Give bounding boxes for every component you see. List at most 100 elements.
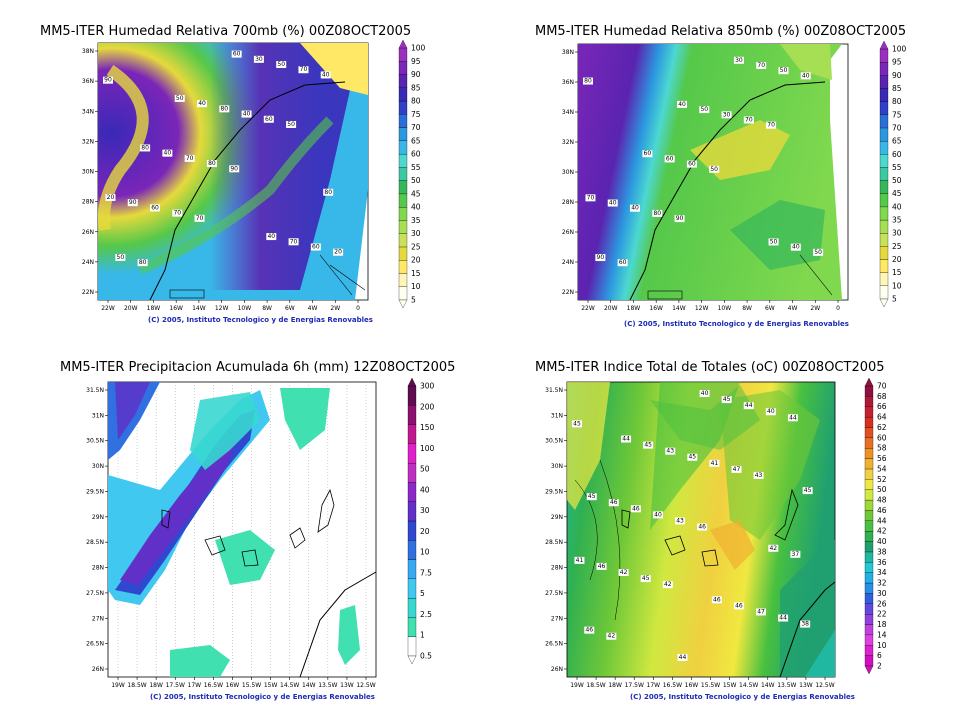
contour-label-bg [115, 253, 126, 261]
colorbar-label: 30 [420, 506, 430, 515]
y-tick-label: 27.5N [86, 590, 104, 597]
x-tick-label: 16.5W [663, 682, 682, 689]
y-tick-label: 28N [551, 565, 563, 572]
colorbar-label: 46 [877, 506, 887, 515]
colorbar-swatch [398, 246, 408, 261]
x-tick-label: 8W [742, 305, 752, 312]
contour-label: 60 [265, 116, 273, 123]
contour-label-bg [662, 581, 673, 589]
x-tick-label: 19W [570, 682, 584, 689]
colorbar-swatch [879, 233, 889, 247]
chart-title: MM5-ITER Indice Total de Totales (oC) 00… [535, 360, 885, 375]
contour-label-bg [194, 214, 205, 222]
x-tick-label: 18.5W [127, 682, 146, 689]
contour-label-bg [140, 144, 151, 152]
contour-label: 41 [711, 460, 719, 467]
colorbar-bottom-arrow [879, 298, 889, 308]
contour-label-bg [765, 408, 776, 416]
colorbar-swatch [398, 127, 408, 141]
colorbar-label: 55 [892, 163, 902, 172]
colorbar-label: 55 [411, 163, 421, 172]
colorbar: 2610141822263032343638404244464850525456… [864, 377, 887, 675]
contour-label-bg [721, 396, 732, 404]
contour-label: 70 [757, 62, 765, 69]
contour-label-bg [675, 517, 686, 525]
contour-label: 40 [267, 233, 275, 240]
colorbar-label: 50 [877, 485, 887, 494]
y-tick-label: 22N [562, 289, 574, 296]
y-tick-label: 26N [562, 229, 574, 236]
colorbar-top-arrow [864, 377, 874, 387]
plot-area: 80 90 70 60 50 40 80 70 90 60 50 40 30 50 60 70 40 50 40 60… [577, 43, 849, 301]
colorbar-label: 18 [877, 620, 887, 629]
credit-text: (C) 2005, Instituto Tecnologico y de Ene… [624, 320, 849, 328]
contour-label-bg [310, 243, 321, 251]
colorbar-label: 100 [420, 444, 435, 453]
colorbar-label: 30 [877, 589, 887, 598]
contour-label-bg [105, 193, 116, 201]
x-tick-label: 6W [765, 305, 775, 312]
colorbar-label: 75 [411, 110, 421, 119]
colorbar-swatch [864, 396, 874, 407]
contour-label: 40 [322, 71, 330, 78]
contour-label: 40 [767, 408, 775, 415]
colorbar-swatch [407, 501, 417, 522]
colorbar-swatch [407, 443, 417, 464]
x-tick-label: 13.5W [318, 682, 337, 689]
colorbar-label: 25 [411, 242, 421, 251]
contour-label: 90 [129, 199, 137, 206]
contour-label-bg [606, 632, 617, 640]
contour-label-bg [674, 215, 685, 223]
x-tick-label: 16W [685, 682, 699, 689]
contour-label-bg [595, 254, 606, 262]
y-axis-ticks: 38N 36N 34N 32N 30N 28N 26N 24N 22N [82, 48, 98, 296]
contour-label-bg [618, 569, 629, 577]
colorbar-label: 2 [877, 662, 882, 671]
colorbar-label: 10 [420, 548, 430, 557]
x-tick-label: 16W [169, 305, 183, 312]
contour-label-bg [756, 61, 767, 69]
x-tick-label: 18W [147, 305, 161, 312]
contour-label: 44 [622, 436, 630, 443]
colorbar-bottom-arrow [398, 299, 408, 309]
contour-label: 47 [757, 608, 765, 615]
colorbar-label: 200 [420, 402, 435, 411]
y-axis-ticks: 38N 36N 34N 32N 30N 28N 26N 24N 22N [562, 49, 578, 296]
colorbar-label: 10 [411, 282, 421, 291]
colorbar-label: 52 [877, 475, 887, 484]
y-tick-label: 26N [92, 666, 104, 673]
x-tick-label: 13W [799, 682, 813, 689]
y-tick-label: 31.5N [545, 387, 563, 394]
contour-label-bg [733, 56, 744, 64]
y-tick-label: 31.5N [86, 387, 104, 394]
contour-label: 60 [666, 155, 674, 162]
x-tick-label: 14.5W [280, 682, 299, 689]
contour-label: 44 [789, 414, 797, 421]
contour-label: 50 [770, 238, 778, 245]
contour-label: 70 [767, 122, 775, 129]
colorbar-label: 25 [892, 242, 902, 251]
colorbar-swatch [879, 140, 889, 155]
colorbar-label: 42 [877, 527, 887, 536]
colorbar-label: 64 [877, 413, 887, 422]
contour-label-bg [802, 487, 813, 495]
colorbar-swatch [398, 286, 408, 301]
colorbar-swatch [864, 541, 874, 553]
contour-label-bg [778, 67, 789, 75]
contour-label-bg [652, 511, 663, 519]
contour-label-bg [184, 154, 195, 162]
contour-label-bg [276, 61, 287, 69]
contour-label: 90 [676, 215, 684, 222]
colorbar-label: 1 [420, 631, 425, 640]
colorbar-swatch [407, 424, 417, 445]
colorbar-label: 20 [420, 527, 430, 536]
contour-label: 80 [208, 160, 216, 167]
colorbar-label: 38 [877, 547, 887, 556]
contour-label-bg [686, 160, 697, 168]
x-axis-ticks: 19W 18.5W 18W 17.5W 17W 16.5W 16W 15.5W 15W 14.5W… [111, 677, 376, 689]
y-tick-label: 29.5N [86, 488, 104, 495]
colorbar-swatch [864, 448, 874, 459]
chart-rh700-svg: MM5-ITER Humedad Relativa 700mb (%) 00Z0… [40, 24, 426, 324]
colorbar-label: 80 [892, 97, 902, 106]
colorbar-label: 36 [877, 558, 887, 567]
